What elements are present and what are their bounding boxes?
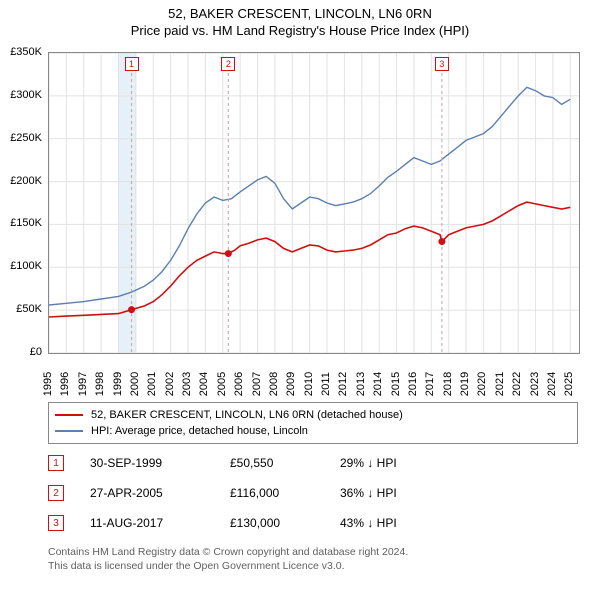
event-row: 1 30-SEP-1999£50,55029% ↓ HPI <box>48 448 578 478</box>
x-tick-label: 2018 <box>442 372 454 396</box>
legend-label: HPI: Average price, detached house, Linc… <box>91 425 308 437</box>
event-price: £116,000 <box>230 486 340 500</box>
event-marker-3: 3 <box>435 57 449 71</box>
y-tick-label: £100K <box>10 260 42 272</box>
x-tick-label: 2015 <box>390 372 402 396</box>
x-tick-label: 2014 <box>372 372 384 396</box>
event-marker-2: 2 <box>221 57 235 71</box>
title-address: 52, BAKER CRESCENT, LINCOLN, LN6 0RN <box>0 6 600 21</box>
legend-label: 52, BAKER CRESCENT, LINCOLN, LN6 0RN (de… <box>91 409 403 421</box>
x-tick-label: 1996 <box>59 372 71 396</box>
x-tick-label: 2011 <box>320 372 332 396</box>
x-tick-label: 2019 <box>459 372 471 396</box>
event-row: 2 27-APR-2005£116,00036% ↓ HPI <box>48 478 578 508</box>
event-index-badge: 1 <box>48 455 64 471</box>
event-price: £130,000 <box>230 516 340 530</box>
legend-swatch <box>55 430 83 432</box>
event-price: £50,550 <box>230 456 340 470</box>
x-tick-label: 1995 <box>42 372 54 396</box>
y-tick-label: £150K <box>10 217 42 229</box>
legend-box: 52, BAKER CRESCENT, LINCOLN, LN6 0RN (de… <box>48 402 578 444</box>
y-tick-label: £0 <box>30 346 42 358</box>
x-tick-label: 2013 <box>355 372 367 396</box>
chart-plot-area: 1 2 3 <box>48 52 580 354</box>
x-tick-label: 2000 <box>129 372 141 396</box>
footer-line2: This data is licensed under the Open Gov… <box>48 560 578 574</box>
x-tick-label: 2010 <box>303 372 315 396</box>
x-tick-label: 2002 <box>164 372 176 396</box>
x-tick-label: 2024 <box>546 372 558 396</box>
event-index-badge: 3 <box>48 515 64 531</box>
event-index-badge: 2 <box>48 485 64 501</box>
title-block: 52, BAKER CRESCENT, LINCOLN, LN6 0RN Pri… <box>0 0 600 38</box>
y-axis-labels: £0£50K£100K£150K£200K£250K£300K£350K <box>0 52 46 352</box>
y-tick-label: £300K <box>10 89 42 101</box>
x-tick-label: 2001 <box>146 372 158 396</box>
x-tick-label: 1999 <box>112 372 124 396</box>
x-tick-label: 2004 <box>198 372 210 396</box>
event-date: 27-APR-2005 <box>90 486 230 500</box>
y-tick-label: £50K <box>16 303 42 315</box>
x-tick-label: 1998 <box>94 372 106 396</box>
x-tick-label: 2021 <box>494 372 506 396</box>
event-diff: 43% ↓ HPI <box>340 516 578 530</box>
x-tick-label: 2006 <box>233 372 245 396</box>
x-tick-label: 2025 <box>563 372 575 396</box>
legend-item: 52, BAKER CRESCENT, LINCOLN, LN6 0RN (de… <box>55 407 571 423</box>
x-tick-label: 2007 <box>251 372 263 396</box>
event-date: 11-AUG-2017 <box>90 516 230 530</box>
event-diff: 29% ↓ HPI <box>340 456 578 470</box>
title-subtitle: Price paid vs. HM Land Registry's House … <box>0 23 600 38</box>
footer-line1: Contains HM Land Registry data © Crown c… <box>48 546 578 560</box>
chart-svg <box>49 53 579 353</box>
event-table: 1 30-SEP-1999£50,55029% ↓ HPI 2 27-APR-2005… <box>48 448 578 538</box>
x-tick-label: 2016 <box>407 372 419 396</box>
x-tick-label: 2005 <box>216 372 228 396</box>
y-tick-label: £200K <box>10 175 42 187</box>
x-tick-label: 2020 <box>476 372 488 396</box>
x-tick-label: 2012 <box>337 372 349 396</box>
x-tick-label: 1997 <box>77 372 89 396</box>
event-row: 3 11-AUG-2017£130,00043% ↓ HPI <box>48 508 578 538</box>
legend-swatch <box>55 414 83 416</box>
y-tick-label: £350K <box>10 46 42 58</box>
x-tick-label: 2003 <box>181 372 193 396</box>
footer-attribution: Contains HM Land Registry data © Crown c… <box>48 546 578 573</box>
event-date: 30-SEP-1999 <box>90 456 230 470</box>
event-diff: 36% ↓ HPI <box>340 486 578 500</box>
y-tick-label: £250K <box>10 132 42 144</box>
event-marker-1: 1 <box>125 57 139 71</box>
x-tick-label: 2008 <box>268 372 280 396</box>
page-root: 52, BAKER CRESCENT, LINCOLN, LN6 0RN Pri… <box>0 0 600 590</box>
x-tick-label: 2023 <box>529 372 541 396</box>
x-tick-label: 2022 <box>511 372 523 396</box>
x-tick-label: 2009 <box>285 372 297 396</box>
legend-item: HPI: Average price, detached house, Linc… <box>55 423 571 439</box>
x-tick-label: 2017 <box>424 372 436 396</box>
